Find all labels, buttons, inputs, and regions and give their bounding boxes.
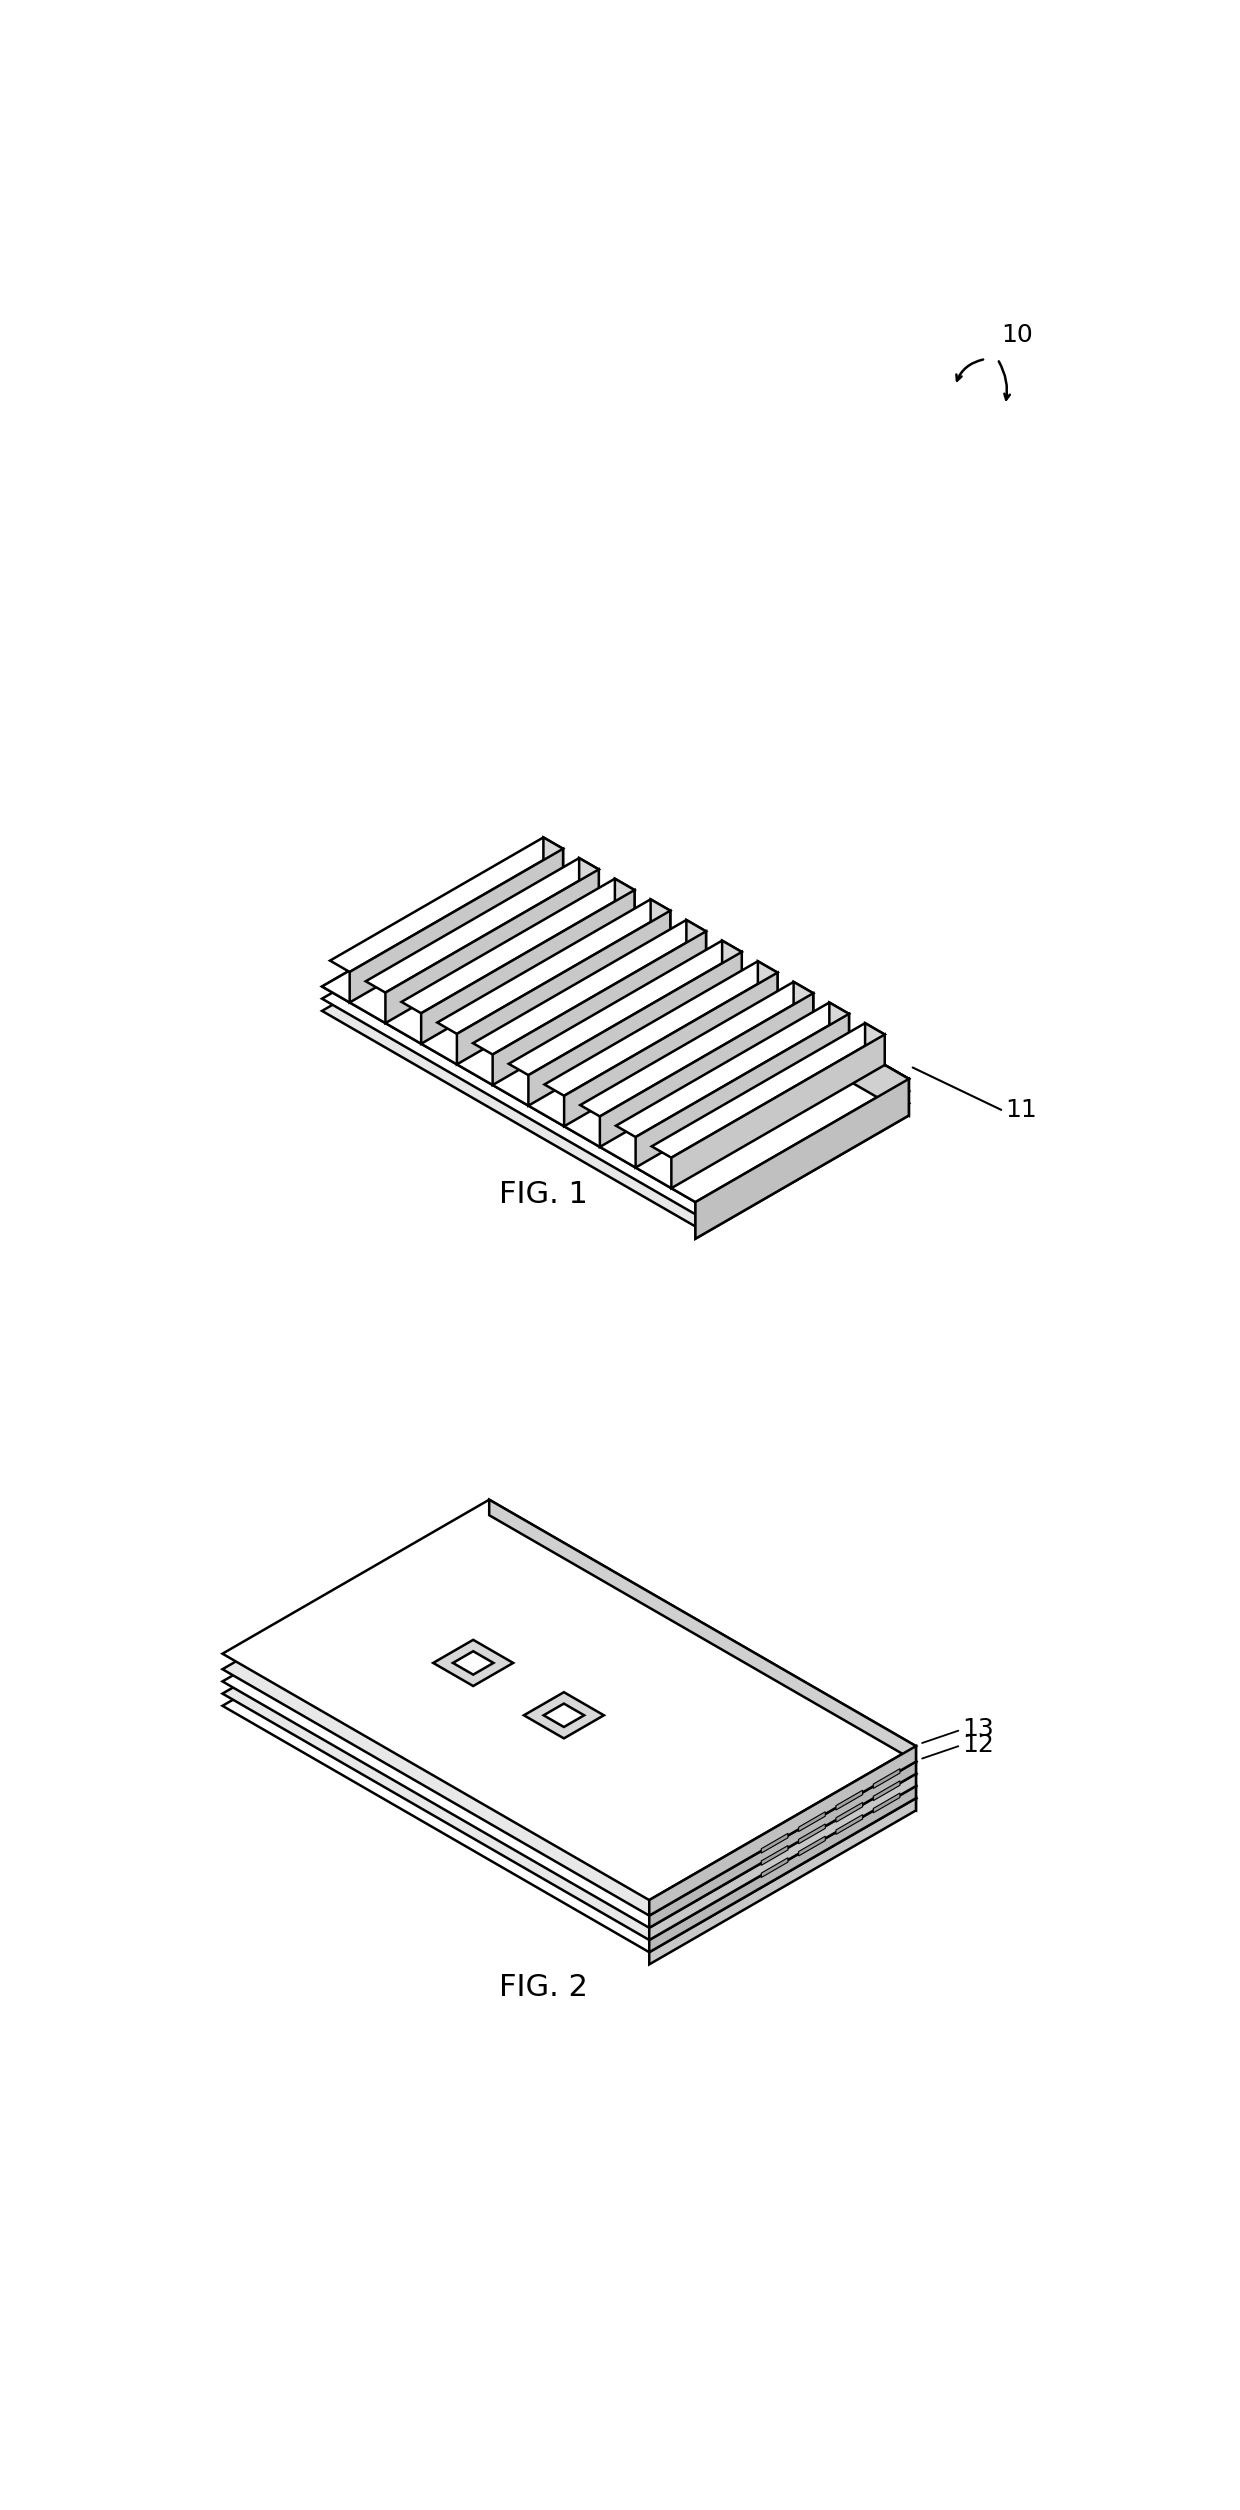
Polygon shape bbox=[687, 921, 706, 961]
Polygon shape bbox=[758, 961, 777, 1004]
Polygon shape bbox=[322, 876, 909, 1215]
Polygon shape bbox=[651, 899, 671, 941]
Text: 11: 11 bbox=[1006, 1097, 1037, 1122]
Polygon shape bbox=[600, 994, 813, 1147]
Polygon shape bbox=[490, 1498, 916, 1762]
Polygon shape bbox=[696, 1092, 909, 1227]
Polygon shape bbox=[696, 1104, 909, 1240]
Polygon shape bbox=[650, 1775, 916, 1940]
Text: 10: 10 bbox=[1001, 324, 1033, 346]
Polygon shape bbox=[438, 899, 671, 1034]
Polygon shape bbox=[650, 1787, 916, 1953]
Polygon shape bbox=[456, 911, 671, 1064]
Polygon shape bbox=[580, 981, 813, 1117]
Polygon shape bbox=[222, 1498, 916, 1900]
Polygon shape bbox=[523, 1692, 604, 1739]
Polygon shape bbox=[761, 1832, 787, 1852]
Polygon shape bbox=[453, 1652, 494, 1674]
Polygon shape bbox=[536, 889, 909, 1114]
Polygon shape bbox=[799, 1812, 826, 1832]
Polygon shape bbox=[322, 863, 909, 1202]
Polygon shape bbox=[564, 971, 777, 1127]
Polygon shape bbox=[472, 921, 706, 1054]
Polygon shape bbox=[490, 1516, 916, 1775]
Polygon shape bbox=[322, 863, 909, 1202]
Polygon shape bbox=[836, 1790, 863, 1810]
Polygon shape bbox=[536, 876, 909, 1104]
Polygon shape bbox=[543, 1704, 584, 1727]
Polygon shape bbox=[866, 1024, 885, 1064]
Polygon shape bbox=[536, 863, 909, 1114]
Polygon shape bbox=[544, 961, 777, 1097]
Polygon shape bbox=[794, 981, 813, 1024]
Polygon shape bbox=[650, 1797, 916, 1965]
Polygon shape bbox=[696, 1079, 909, 1240]
Text: 12: 12 bbox=[962, 1732, 994, 1757]
Polygon shape bbox=[652, 1024, 885, 1157]
Polygon shape bbox=[671, 1034, 885, 1187]
Polygon shape bbox=[322, 889, 909, 1227]
Polygon shape bbox=[222, 1516, 916, 1915]
Text: 14: 14 bbox=[572, 1626, 604, 1649]
Polygon shape bbox=[350, 848, 563, 1001]
Polygon shape bbox=[386, 868, 599, 1024]
Polygon shape bbox=[722, 941, 742, 981]
Polygon shape bbox=[366, 858, 599, 991]
Polygon shape bbox=[490, 1551, 916, 1810]
Polygon shape bbox=[330, 838, 563, 971]
Polygon shape bbox=[836, 1815, 863, 1835]
Polygon shape bbox=[650, 1747, 916, 1915]
Polygon shape bbox=[616, 1001, 849, 1137]
Polygon shape bbox=[422, 891, 635, 1044]
Text: FIG. 2: FIG. 2 bbox=[498, 1973, 588, 2003]
Polygon shape bbox=[536, 863, 909, 1092]
Polygon shape bbox=[490, 1529, 916, 1787]
Polygon shape bbox=[761, 1857, 787, 1877]
Polygon shape bbox=[799, 1837, 826, 1855]
Polygon shape bbox=[492, 931, 706, 1084]
Polygon shape bbox=[490, 1539, 916, 1797]
Polygon shape bbox=[650, 1762, 916, 1928]
Polygon shape bbox=[636, 1014, 849, 1167]
Polygon shape bbox=[873, 1792, 900, 1812]
Polygon shape bbox=[579, 858, 599, 901]
Polygon shape bbox=[508, 941, 742, 1074]
Polygon shape bbox=[836, 1802, 863, 1822]
Polygon shape bbox=[873, 1770, 900, 1790]
Polygon shape bbox=[528, 951, 742, 1104]
Polygon shape bbox=[873, 1780, 900, 1800]
Polygon shape bbox=[222, 1529, 916, 1928]
Polygon shape bbox=[222, 1551, 916, 1953]
Text: FIG. 1: FIG. 1 bbox=[498, 1180, 588, 1210]
Polygon shape bbox=[433, 1639, 513, 1687]
Polygon shape bbox=[696, 1079, 909, 1215]
Polygon shape bbox=[761, 1845, 787, 1865]
Polygon shape bbox=[830, 1001, 849, 1044]
Polygon shape bbox=[222, 1539, 916, 1940]
Polygon shape bbox=[799, 1825, 826, 1845]
Polygon shape bbox=[402, 878, 635, 1014]
Text: 13: 13 bbox=[962, 1717, 994, 1742]
Polygon shape bbox=[543, 838, 563, 878]
Polygon shape bbox=[615, 878, 635, 921]
